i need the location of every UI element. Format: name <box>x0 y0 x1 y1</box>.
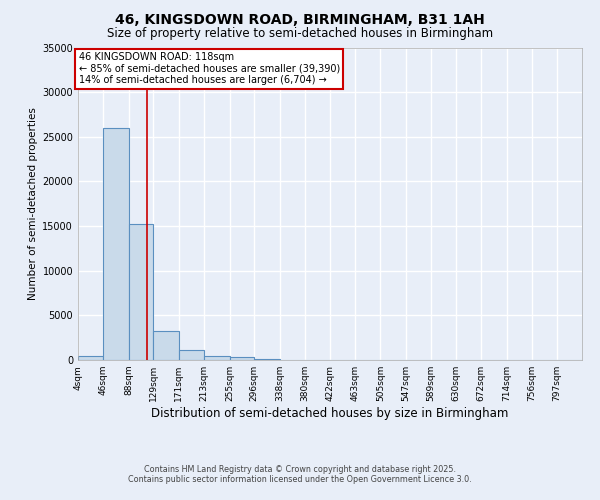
Text: Contains HM Land Registry data © Crown copyright and database right 2025.: Contains HM Land Registry data © Crown c… <box>144 465 456 474</box>
Bar <box>230 358 254 360</box>
Text: Size of property relative to semi-detached houses in Birmingham: Size of property relative to semi-detach… <box>107 28 493 40</box>
Text: Contains public sector information licensed under the Open Government Licence 3.: Contains public sector information licen… <box>128 475 472 484</box>
Bar <box>154 332 179 360</box>
Bar <box>179 350 204 360</box>
Bar <box>254 359 280 360</box>
Bar <box>204 356 230 360</box>
Bar <box>78 356 103 360</box>
Y-axis label: Number of semi-detached properties: Number of semi-detached properties <box>28 108 38 300</box>
Text: 46 KINGSDOWN ROAD: 118sqm
← 85% of semi-detached houses are smaller (39,390)
14%: 46 KINGSDOWN ROAD: 118sqm ← 85% of semi-… <box>79 52 340 85</box>
Text: 46, KINGSDOWN ROAD, BIRMINGHAM, B31 1AH: 46, KINGSDOWN ROAD, BIRMINGHAM, B31 1AH <box>115 12 485 26</box>
Bar <box>129 224 154 360</box>
X-axis label: Distribution of semi-detached houses by size in Birmingham: Distribution of semi-detached houses by … <box>151 407 509 420</box>
Bar <box>103 128 129 360</box>
